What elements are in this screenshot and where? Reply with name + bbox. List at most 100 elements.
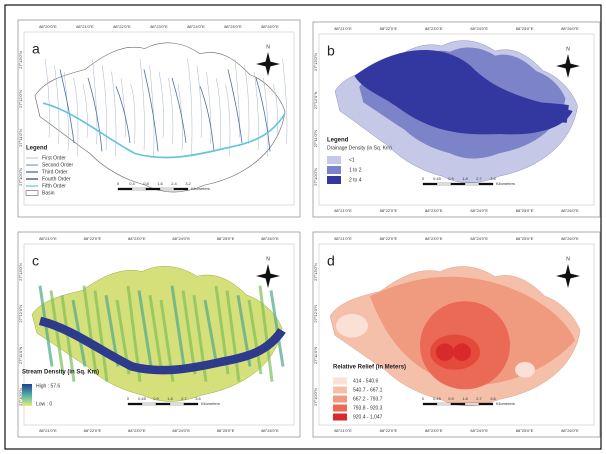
lat-label: 27°13'0"N [313, 263, 318, 281]
scale-tick: 0.9 [153, 396, 159, 401]
north-label: N [566, 256, 570, 262]
legend-swatch [333, 414, 347, 421]
legend-item: 2 to 4 [349, 177, 362, 183]
lon-label: 88°25'0"E [516, 26, 534, 31]
lon-label: 88°25'0"E [217, 236, 235, 241]
lon-label: 88°26'0"E [261, 428, 279, 433]
legend-item: Third Order [42, 169, 68, 175]
lon-label: 88°22'0"E [380, 428, 398, 433]
lon-label: 88°25'0"E [516, 428, 534, 433]
lat-label: 27°11'0"N [313, 130, 318, 148]
lon-label: 88°22'0"E [84, 236, 102, 241]
lon-label: 88°24'0"E [470, 208, 488, 213]
legend-swatch [327, 166, 341, 174]
lat-label: 27°12'0"N [18, 90, 23, 108]
lon-label: 88°26'0"E [261, 24, 279, 29]
scale-segment [132, 188, 146, 190]
scale-tick: 0.9 [448, 396, 454, 401]
scale-tick: 2.4 [171, 181, 177, 186]
lat-label: 27°11'0"N [313, 346, 318, 364]
scale-segment [160, 188, 174, 190]
lon-label: 88°23'0"E [128, 428, 146, 433]
north-label: N [266, 256, 270, 262]
lat-label: 27°10'0"N [313, 168, 318, 186]
lon-label: 88°24'0"E [172, 236, 190, 241]
panel-letter: b [327, 43, 335, 59]
legend-swatch [26, 191, 38, 196]
legend-item: 667.2 - 793.7 [353, 396, 383, 402]
scale-unit: Kilometers [496, 181, 515, 186]
lon-label: 88°26'0"E [561, 236, 579, 241]
lon-label: 88°26'0"E [561, 26, 579, 31]
lat-label: 27°10'0"N [18, 168, 23, 186]
lon-label: 88°23'0"E [150, 24, 168, 29]
lon-label: 88°21'0"E [334, 428, 352, 433]
scale-segment [174, 188, 188, 190]
lon-label: 88°25'0"E [217, 428, 235, 433]
scale-tick: 0.45 [138, 396, 147, 401]
lon-label: 88°20'0"E [39, 24, 57, 29]
lat-label: 27°13'0"N [313, 53, 318, 71]
legend-title: Legend [26, 146, 48, 152]
legend-item: 920.4 - 1,047 [353, 414, 383, 420]
lon-label: 88°21'0"E [334, 26, 352, 31]
scale-tick: 0.45 [433, 176, 442, 181]
scale-tick: 2.7 [181, 396, 187, 401]
scale-unit: Kilometers [191, 186, 210, 191]
lon-label: 88°22'0"E [113, 24, 131, 29]
relief-5 [453, 343, 471, 361]
scale-tick: 0.4 [129, 181, 135, 186]
legend-item: First Order [42, 155, 66, 161]
legend-swatch [327, 156, 341, 164]
legend-subtitle: Drainage Density (in Sq. Km) [327, 145, 392, 151]
lon-label: 88°23'0"E [425, 428, 443, 433]
legend-item: 540.7 - 667.1 [353, 387, 383, 393]
scale-unit: Kilometers [496, 401, 515, 406]
scale-segment [170, 403, 184, 405]
lat-label: 27°13'0"N [18, 263, 23, 281]
scale-tick: 2.7 [476, 396, 482, 401]
legend-item: <1 [349, 157, 355, 163]
legend-low: Low : 0 [36, 401, 52, 407]
legend-swatch [333, 387, 347, 394]
lon-label: 88°21'0"E [334, 236, 352, 241]
scale-segment [146, 188, 160, 190]
scale-tick: 1.8 [167, 396, 173, 401]
north-label: N [266, 44, 270, 50]
scale-unit: Kilometers [201, 401, 220, 406]
north-label: N [566, 46, 570, 52]
lon-label: 88°21'0"E [334, 208, 352, 213]
legend-swatch [333, 378, 347, 385]
scale-segment [118, 188, 132, 190]
relief-5 [436, 343, 454, 361]
lon-label: 88°26'0"E [561, 208, 579, 213]
scale-segment [479, 403, 493, 405]
lon-label: 88°24'0"E [470, 428, 488, 433]
lon-label: 88°24'0"E [172, 428, 190, 433]
lon-label: 88°22'0"E [380, 236, 398, 241]
scale-segment [437, 403, 451, 405]
scale-segment [437, 183, 451, 185]
scale-segment [465, 403, 479, 405]
legend-swatch [333, 396, 347, 403]
lon-label: 88°21'0"E [39, 236, 57, 241]
scale-segment [465, 183, 479, 185]
lat-label: 27°13'0"N [18, 51, 23, 69]
lon-label: 88°23'0"E [425, 208, 443, 213]
scale-tick: 0.8 [143, 181, 149, 186]
legend-item: 414 - 540.6 [353, 378, 379, 384]
lat-label: 27°12'0"N [313, 305, 318, 323]
lat-label: 27°11'0"N [18, 129, 23, 147]
lon-label: 88°23'0"E [425, 26, 443, 31]
lon-label: 88°22'0"E [380, 208, 398, 213]
scale-segment [451, 183, 465, 185]
lon-label: 88°26'0"E [561, 428, 579, 433]
scale-segment [128, 403, 142, 405]
lat-label: 27°12'0"N [18, 305, 23, 323]
scale-tick: 1.8 [462, 176, 468, 181]
legend-item: Basin [42, 190, 55, 196]
lon-label: 88°22'0"E [84, 428, 102, 433]
legend-item: Fourth Order [42, 176, 71, 182]
lon-label: 88°26'0"E [261, 236, 279, 241]
legend-item: Second Order [42, 162, 73, 168]
